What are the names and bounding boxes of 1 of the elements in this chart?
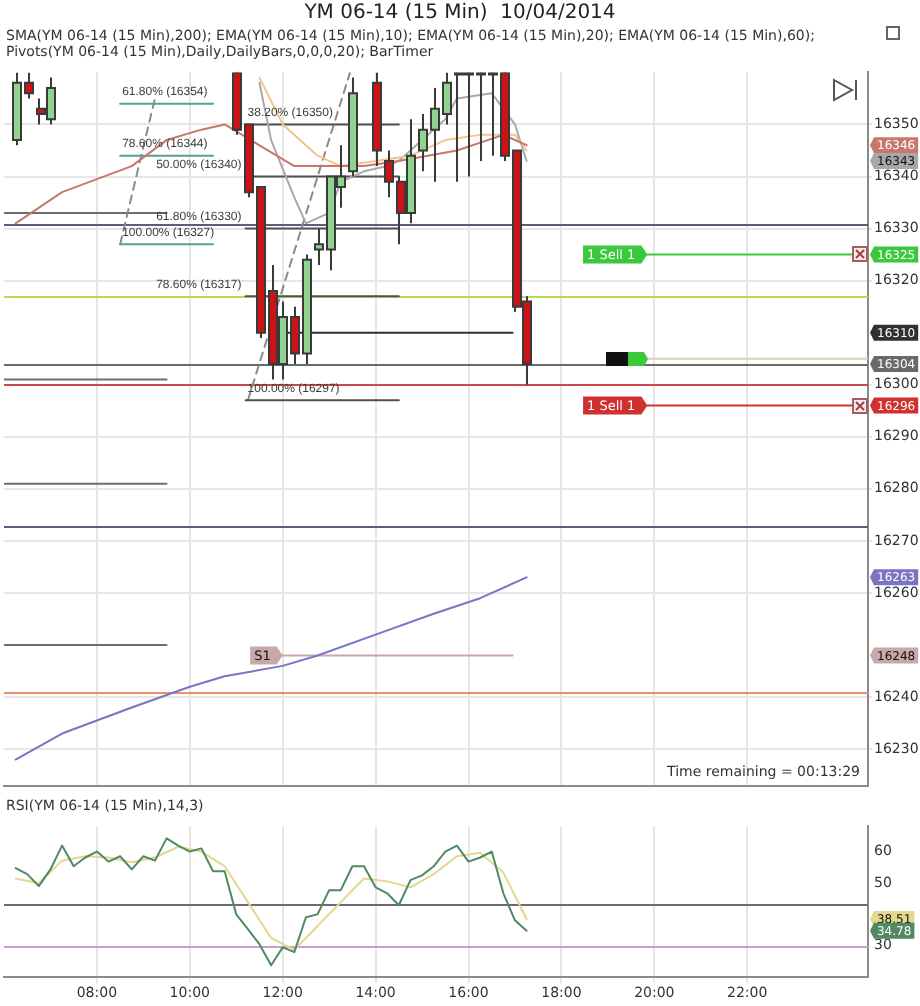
chart-title: YM 06-14 (15 Min) 10/04/2014 [302, 0, 618, 26]
